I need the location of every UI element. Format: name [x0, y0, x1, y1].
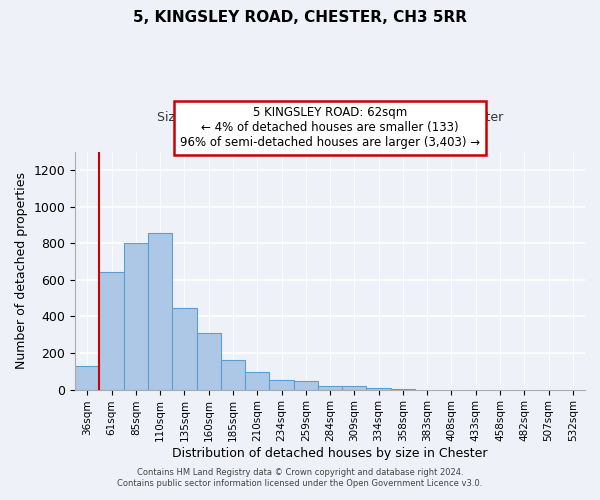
Text: 5 KINGSLEY ROAD: 62sqm
← 4% of detached houses are smaller (133)
96% of semi-det: 5 KINGSLEY ROAD: 62sqm ← 4% of detached …: [180, 106, 480, 150]
Bar: [367, 388, 391, 390]
Bar: [342, 386, 367, 390]
Text: 5, KINGSLEY ROAD, CHESTER, CH3 5RR: 5, KINGSLEY ROAD, CHESTER, CH3 5RR: [133, 10, 467, 25]
Text: Contains HM Land Registry data © Crown copyright and database right 2024.
Contai: Contains HM Land Registry data © Crown c…: [118, 468, 482, 487]
Bar: [75, 366, 100, 390]
Bar: [124, 244, 148, 390]
Bar: [318, 386, 342, 390]
Bar: [391, 389, 415, 390]
Title: Size of property relative to detached houses in Chester: Size of property relative to detached ho…: [157, 112, 503, 124]
Bar: [293, 382, 318, 390]
Y-axis label: Number of detached properties: Number of detached properties: [15, 172, 28, 369]
Bar: [197, 333, 221, 390]
Bar: [221, 360, 245, 390]
Bar: [172, 308, 197, 390]
X-axis label: Distribution of detached houses by size in Chester: Distribution of detached houses by size …: [172, 447, 488, 460]
Bar: [245, 372, 269, 390]
Bar: [148, 233, 172, 390]
Bar: [269, 380, 293, 390]
Bar: [100, 272, 124, 390]
